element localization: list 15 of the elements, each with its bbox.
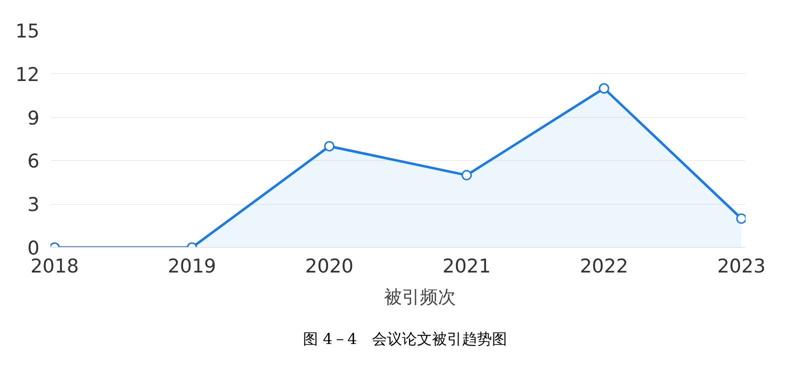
y-tick-label: 3 xyxy=(27,194,40,216)
x-tick-label: 2023 xyxy=(717,256,766,278)
caption: 图 4－4 会议论文被引趋势图 xyxy=(303,329,507,350)
y-tick-label: 9 xyxy=(27,107,40,130)
y-tick-label: 12 xyxy=(15,64,40,86)
point xyxy=(324,140,335,152)
y-tick-label: 15 xyxy=(15,20,40,42)
x-tick-label: 2021 xyxy=(442,256,491,278)
x-tick-label: 2022 xyxy=(580,256,628,278)
x-tick-label: 2019 xyxy=(168,256,216,278)
y-tick-label: 6 xyxy=(27,150,40,173)
x-tick-label: 2020 xyxy=(305,256,354,278)
point xyxy=(461,170,472,180)
text: 被引频次 xyxy=(384,286,456,309)
point xyxy=(598,83,610,94)
